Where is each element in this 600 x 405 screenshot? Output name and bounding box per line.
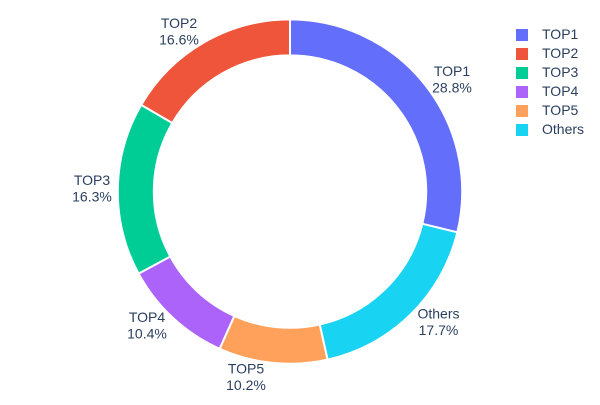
svg-text:Others: Others <box>417 306 459 322</box>
svg-text:TOP3: TOP3 <box>74 172 111 188</box>
svg-text:16.6%: 16.6% <box>159 32 199 48</box>
svg-text:TOP3: TOP3 <box>542 64 579 80</box>
svg-text:17.7%: 17.7% <box>419 322 459 338</box>
svg-text:TOP2: TOP2 <box>542 45 579 61</box>
svg-text:Others: Others <box>542 121 584 137</box>
svg-text:TOP1: TOP1 <box>542 26 579 42</box>
svg-text:10.4%: 10.4% <box>127 326 167 342</box>
svg-text:16.3%: 16.3% <box>72 189 112 205</box>
svg-text:TOP1: TOP1 <box>434 63 471 79</box>
svg-text:TOP2: TOP2 <box>161 15 198 31</box>
svg-text:10.2%: 10.2% <box>226 377 266 393</box>
svg-text:TOP4: TOP4 <box>129 309 166 325</box>
svg-text:TOP5: TOP5 <box>228 361 265 377</box>
svg-text:28.8%: 28.8% <box>432 80 472 96</box>
svg-text:TOP4: TOP4 <box>542 83 579 99</box>
svg-text:TOP5: TOP5 <box>542 102 579 118</box>
